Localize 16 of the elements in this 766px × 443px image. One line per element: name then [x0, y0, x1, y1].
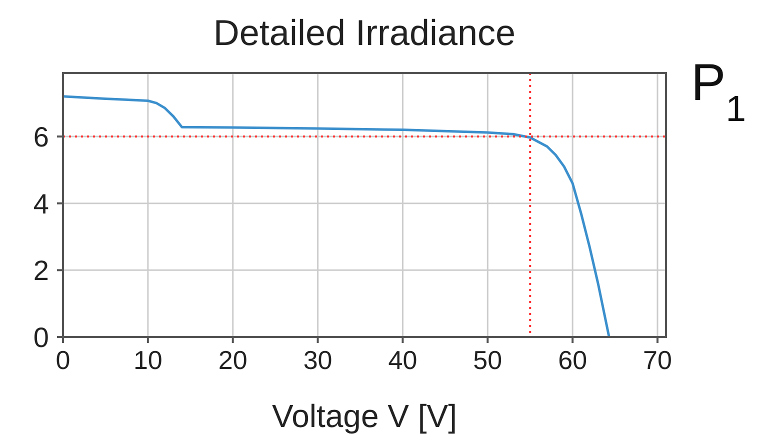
y-tick-label: 0	[33, 322, 49, 353]
text: P$_{1}$	[691, 54, 746, 128]
x-tick-label: 60	[558, 345, 588, 375]
x-tick-label: 70	[643, 345, 672, 375]
x-tick-label: 40	[388, 345, 418, 375]
x-tick-label: 10	[133, 345, 162, 375]
chart-title: Detailed Irradiance	[213, 12, 516, 53]
y-tick-label: 2	[33, 255, 49, 286]
x-tick-label: 0	[56, 345, 70, 375]
x-tick-label: 20	[218, 345, 248, 375]
line-series	[62, 95, 610, 338]
y-tick-label: 4	[33, 188, 49, 220]
x-axis-title: Voltage V [V]	[272, 398, 458, 434]
y-tick-label: 6	[33, 121, 49, 152]
x-tick-label: 50	[473, 345, 502, 375]
x-tick-label: 30	[303, 345, 332, 375]
